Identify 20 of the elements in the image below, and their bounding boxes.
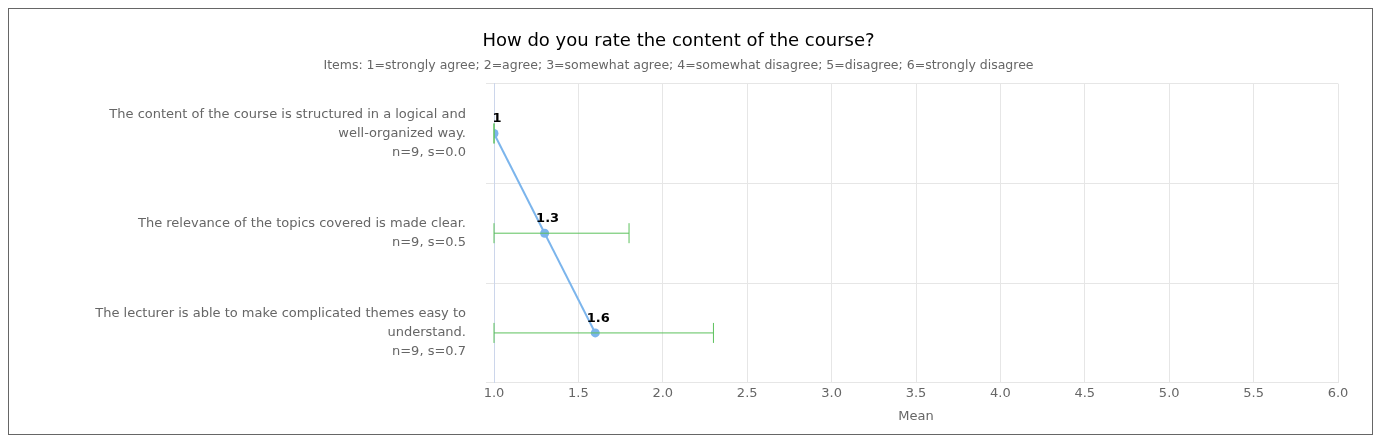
- x-tick-label: 6.0: [1327, 384, 1349, 400]
- data-label: 1.6: [586, 309, 610, 325]
- x-tick-label: 3.5: [905, 384, 927, 400]
- x-tick-label: 3.0: [821, 384, 842, 400]
- data-label: 1.3: [536, 210, 560, 226]
- y-tick-label: The relevance of the topics covered is made clear. n=9, s=0.5: [136, 215, 466, 249]
- x-tick-label: 1.5: [568, 384, 589, 400]
- x-tick-label: 5.0: [1158, 384, 1180, 400]
- y-tick-label: The lecturer is able to make complicated themes easy to understand. n=9, s=0.7: [94, 305, 467, 359]
- x-tick-label: 4.0: [990, 384, 1011, 400]
- chart-title: How do you rate the content of the course?: [482, 29, 875, 51]
- x-tick-label: 2.5: [736, 384, 758, 400]
- y-tick-label: The content of the course is structured in a logical and well-organized way. n=9, s=0.0: [108, 105, 466, 159]
- data-label: 1: [492, 110, 502, 126]
- x-tick-label: 5.5: [1243, 384, 1264, 400]
- x-tick-label: 4.5: [1074, 384, 1096, 400]
- x-tick-label: 2.0: [652, 384, 674, 400]
- x-axis-title: Mean: [898, 407, 934, 423]
- chart-subtitle: Items: 1=strongly agree; 2=agree; 3=somewhat agree; 4=somewhat disagree; 5=disagree; 6=strongly disagree: [323, 57, 1034, 73]
- x-tick-label: 1.0: [483, 384, 505, 400]
